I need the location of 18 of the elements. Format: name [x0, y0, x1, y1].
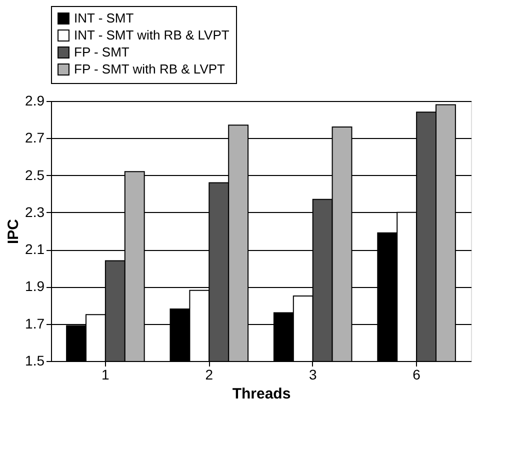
- y-tick-label: 1.5: [25, 352, 45, 368]
- y-tick-label: 2.3: [25, 204, 45, 220]
- y-tick-label: 2.1: [25, 241, 45, 258]
- x-axis-title: Threads: [232, 386, 291, 402]
- x-tick-label: 6: [412, 366, 421, 382]
- legend-label: FP - SMT with RB & LVPT: [74, 62, 226, 76]
- x-tick-label: 1: [102, 366, 110, 382]
- legend-label: INT - SMT: [74, 10, 134, 26]
- y-axis-title: IPC: [5, 218, 22, 244]
- legend-label: INT - SMT with RB & LVPT: [74, 28, 230, 42]
- y-tick-label: 2.9: [25, 92, 45, 108]
- x-tick-label: 2: [205, 366, 214, 382]
- legend-label: FP - SMT: [74, 44, 130, 60]
- x-tick-label: 3: [308, 366, 317, 382]
- y-tick-label: 1.9: [25, 278, 45, 294]
- y-tick-label: 1.7: [25, 315, 45, 332]
- y-tick-label: 2.5: [25, 166, 45, 183]
- y-tick-label: 2.7: [25, 130, 45, 146]
